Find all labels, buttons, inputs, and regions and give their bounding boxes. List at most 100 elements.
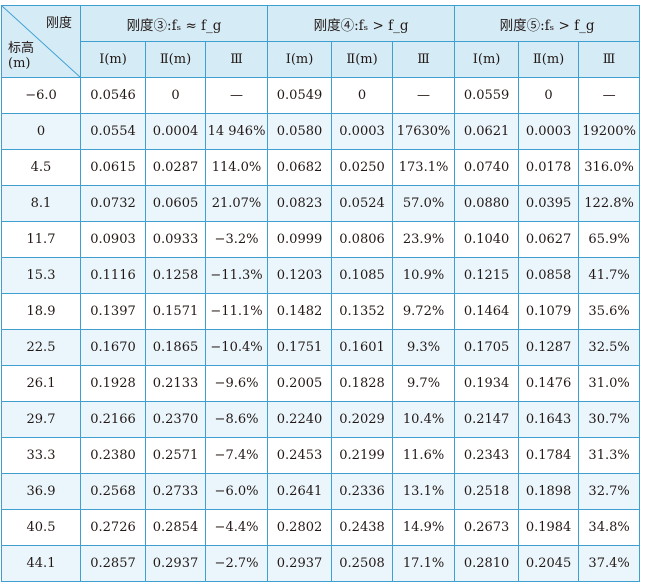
value-cell: 0.1215 (454, 257, 520, 294)
value-cell: 0.0999 (267, 221, 333, 258)
value-cell: −9.6% (204, 365, 269, 402)
value-cell: 0.0395 (518, 185, 580, 222)
value-cell: 0.0549 (267, 77, 333, 114)
value-cell: 0.1928 (80, 365, 146, 402)
value-cell: 0.2854 (145, 509, 206, 546)
value-cell: 17630% (392, 113, 456, 150)
value-cell: 0.0732 (80, 185, 146, 222)
value-cell: −6.0% (204, 473, 269, 510)
elevation-cell: 33.3 (1, 437, 81, 474)
value-cell: 316.0% (578, 149, 641, 186)
value-cell: 0.1898 (518, 473, 580, 510)
value-cell: 0.1482 (267, 293, 333, 330)
value-cell: 11.6% (392, 437, 456, 474)
value-cell: 0.0178 (518, 149, 580, 186)
value-cell: 0.2937 (267, 545, 333, 582)
table-row: 15.3 0.1116 0.1258 −11.3% 0.1203 0.1085 10.9% 0… (1, 257, 641, 294)
corner-top-label: 刚度 (45, 16, 72, 31)
subcol-header: Ⅱ(m) (331, 41, 394, 78)
value-cell: 65.9% (578, 221, 641, 258)
value-cell: 0.1670 (80, 329, 146, 366)
value-cell: 0.1601 (331, 329, 394, 366)
value-cell: −11.1% (204, 293, 269, 330)
value-cell: 32.7% (578, 473, 641, 510)
table-row: 40.5 0.2726 0.2854 −4.4% 0.2802 0.2438 14.9% 0.… (1, 509, 641, 546)
value-cell: 0.2937 (145, 545, 206, 582)
subcol-header: Ⅱ(m) (145, 41, 206, 78)
value-cell: 23.9% (392, 221, 456, 258)
value-cell: 0.2508 (331, 545, 394, 582)
value-cell: 0.2147 (454, 401, 520, 438)
value-cell: 21.07% (204, 185, 269, 222)
value-cell: 0.1571 (145, 293, 206, 330)
value-cell: 0.0004 (145, 113, 206, 150)
value-cell: 0.1203 (267, 257, 333, 294)
value-cell: 0.2133 (145, 365, 206, 402)
value-cell: 0.2726 (80, 509, 146, 546)
value-cell: 0.1116 (80, 257, 146, 294)
data-table: 刚度 标高 (m) 刚度③:fₛ ≈ f_g 刚度④:fₛ > f_g 刚度⑤:… (1, 5, 641, 582)
value-cell: 0.2518 (454, 473, 520, 510)
subcol-header: Ⅲ (392, 41, 456, 78)
value-cell: 35.6% (578, 293, 641, 330)
value-cell: 0.1984 (518, 509, 580, 546)
value-cell: 9.7% (392, 365, 456, 402)
value-cell: 0.0740 (454, 149, 520, 186)
value-cell: 122.8% (578, 185, 641, 222)
group-header-5: 刚度⑤:fₛ > f_g (454, 5, 641, 42)
subcol-header: Ⅱ(m) (518, 41, 580, 78)
value-cell: 0.0806 (331, 221, 394, 258)
value-cell: 0.0823 (267, 185, 333, 222)
value-cell: 0.0003 (518, 113, 580, 150)
elevation-cell: 15.3 (1, 257, 81, 294)
value-cell: −3.2% (204, 221, 269, 258)
value-cell: 0.2005 (267, 365, 333, 402)
value-cell: 0.2343 (454, 437, 520, 474)
value-cell: 0.1287 (518, 329, 580, 366)
value-cell: 0.2438 (331, 509, 394, 546)
corner-header: 刚度 标高 (m) (1, 5, 81, 78)
subcol-header: Ⅰ(m) (80, 41, 146, 78)
value-cell: 0.2802 (267, 509, 333, 546)
value-cell: 0.1040 (454, 221, 520, 258)
value-cell: −8.6% (204, 401, 269, 438)
value-cell: 0.2568 (80, 473, 146, 510)
value-cell: 13.1% (392, 473, 456, 510)
value-cell: 0 (145, 77, 206, 114)
table-row: 4.5 0.0615 0.0287 114.0% 0.0682 0.0250 173.1% 0… (1, 149, 641, 186)
value-cell: 0.2641 (267, 473, 333, 510)
value-cell: −11.3% (204, 257, 269, 294)
elevation-cell: 18.9 (1, 293, 81, 330)
value-cell: 0.0003 (331, 113, 394, 150)
value-cell: 41.7% (578, 257, 641, 294)
value-cell: 0.0554 (80, 113, 146, 150)
table-row: 8.1 0.0732 0.0605 21.07% 0.0823 0.0524 57.0% 0.… (1, 185, 641, 222)
value-cell: 0.1476 (518, 365, 580, 402)
value-cell: 0.0880 (454, 185, 520, 222)
value-cell: 10.9% (392, 257, 456, 294)
value-cell: 0.2370 (145, 401, 206, 438)
value-cell: 34.8% (578, 509, 641, 546)
value-cell: 0.2240 (267, 401, 333, 438)
value-cell: 0.2336 (331, 473, 394, 510)
value-cell: 0.2199 (331, 437, 394, 474)
group-header-4: 刚度④:fₛ > f_g (267, 5, 456, 42)
group-header-3: 刚度③:fₛ ≈ f_g (79, 5, 269, 42)
value-cell: 0.0524 (331, 185, 394, 222)
value-cell: −7.4% (204, 437, 269, 474)
value-cell: 0.2166 (80, 401, 146, 438)
value-cell: 0.0250 (331, 149, 394, 186)
value-cell: 14.9% (392, 509, 456, 546)
value-cell: 0.0627 (518, 221, 580, 258)
table-row: 26.1 0.1928 0.2133 −9.6% 0.2005 0.1828 9.7% 0.1… (1, 365, 641, 402)
table-row: 11.7 0.0903 0.0933 −3.2% 0.0999 0.0806 23.9% 0.… (1, 221, 641, 258)
value-cell: 0.1352 (331, 293, 394, 330)
value-cell: 0.1085 (331, 257, 394, 294)
value-cell: 0.0621 (454, 113, 520, 150)
value-cell: 57.0% (392, 185, 456, 222)
value-cell: 0.2810 (454, 545, 520, 582)
value-cell: 0.2857 (80, 545, 146, 582)
value-cell: 0.2453 (267, 437, 333, 474)
value-cell: 19200% (578, 113, 641, 150)
value-cell: 0.1934 (454, 365, 520, 402)
